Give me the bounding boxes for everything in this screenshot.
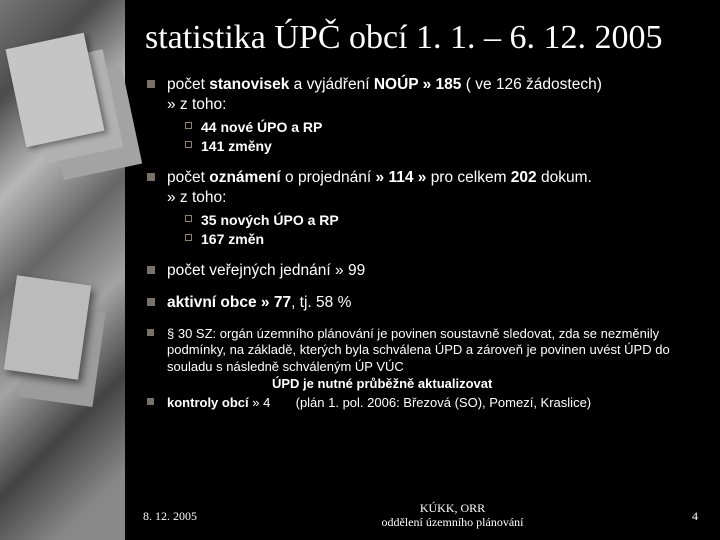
open-bullet-icon bbox=[185, 141, 192, 148]
text: počet oznámení o projednání » 114 » pro … bbox=[167, 169, 592, 206]
open-bullet-icon bbox=[185, 234, 192, 241]
footer-date: 8. 12. 2005 bbox=[125, 509, 245, 524]
highlight-text: ÚPD je nutné průběžně aktualizovat bbox=[167, 376, 695, 393]
list-item: počet stanovisek a vyjádření NOÚP » 185 … bbox=[145, 75, 695, 156]
square-bullet-icon bbox=[147, 329, 154, 336]
text: počet veřejných jednání » 99 bbox=[167, 262, 365, 279]
slide-content: statistika ÚPČ obcí 1. 1. – 6. 12. 2005 … bbox=[125, 0, 720, 540]
slide-title: statistika ÚPČ obcí 1. 1. – 6. 12. 2005 bbox=[145, 18, 695, 57]
footer-org: KÚKK, ORR oddělení územního plánování bbox=[245, 502, 660, 530]
background-photo bbox=[0, 0, 125, 540]
text: počet stanovisek a vyjádření NOÚP » 185 … bbox=[167, 76, 602, 113]
list-item: § 30 SZ: orgán územního plánování je pov… bbox=[145, 326, 695, 394]
sub-item: 44 nové ÚPO a RP bbox=[167, 118, 695, 137]
square-bullet-icon bbox=[147, 173, 155, 181]
sub-list: 44 nové ÚPO a RP 141 změny bbox=[167, 118, 695, 156]
sub-item: 35 nových ÚPO a RP bbox=[167, 211, 695, 230]
list-item: počet veřejných jednání » 99 bbox=[145, 261, 695, 281]
text: aktivní obce » 77, tj. 58 % bbox=[167, 294, 351, 311]
list-item: počet oznámení o projednání » 114 » pro … bbox=[145, 168, 695, 249]
square-bullet-icon bbox=[147, 266, 155, 274]
paragraph-text: § 30 SZ: orgán územního plánování je pov… bbox=[167, 326, 670, 375]
list-item: aktivní obce » 77, tj. 58 % bbox=[145, 293, 695, 313]
open-bullet-icon bbox=[185, 122, 192, 129]
sub-item: 141 změny bbox=[167, 137, 695, 156]
slide-footer: 8. 12. 2005 KÚKK, ORR oddělení územního … bbox=[125, 502, 720, 530]
sub-item: 167 změn bbox=[167, 230, 695, 249]
open-bullet-icon bbox=[185, 215, 192, 222]
sub-list: 35 nových ÚPO a RP 167 změn bbox=[167, 211, 695, 249]
square-bullet-icon bbox=[147, 398, 154, 405]
footer-page-number: 4 bbox=[660, 509, 720, 524]
square-bullet-icon bbox=[147, 80, 155, 88]
text: kontroly obcí » 4 (plán 1. pol. 2006: Bř… bbox=[167, 395, 591, 410]
main-list: počet stanovisek a vyjádření NOÚP » 185 … bbox=[145, 75, 695, 412]
list-item: kontroly obcí » 4 (plán 1. pol. 2006: Bř… bbox=[145, 395, 695, 412]
square-bullet-icon bbox=[147, 298, 155, 306]
